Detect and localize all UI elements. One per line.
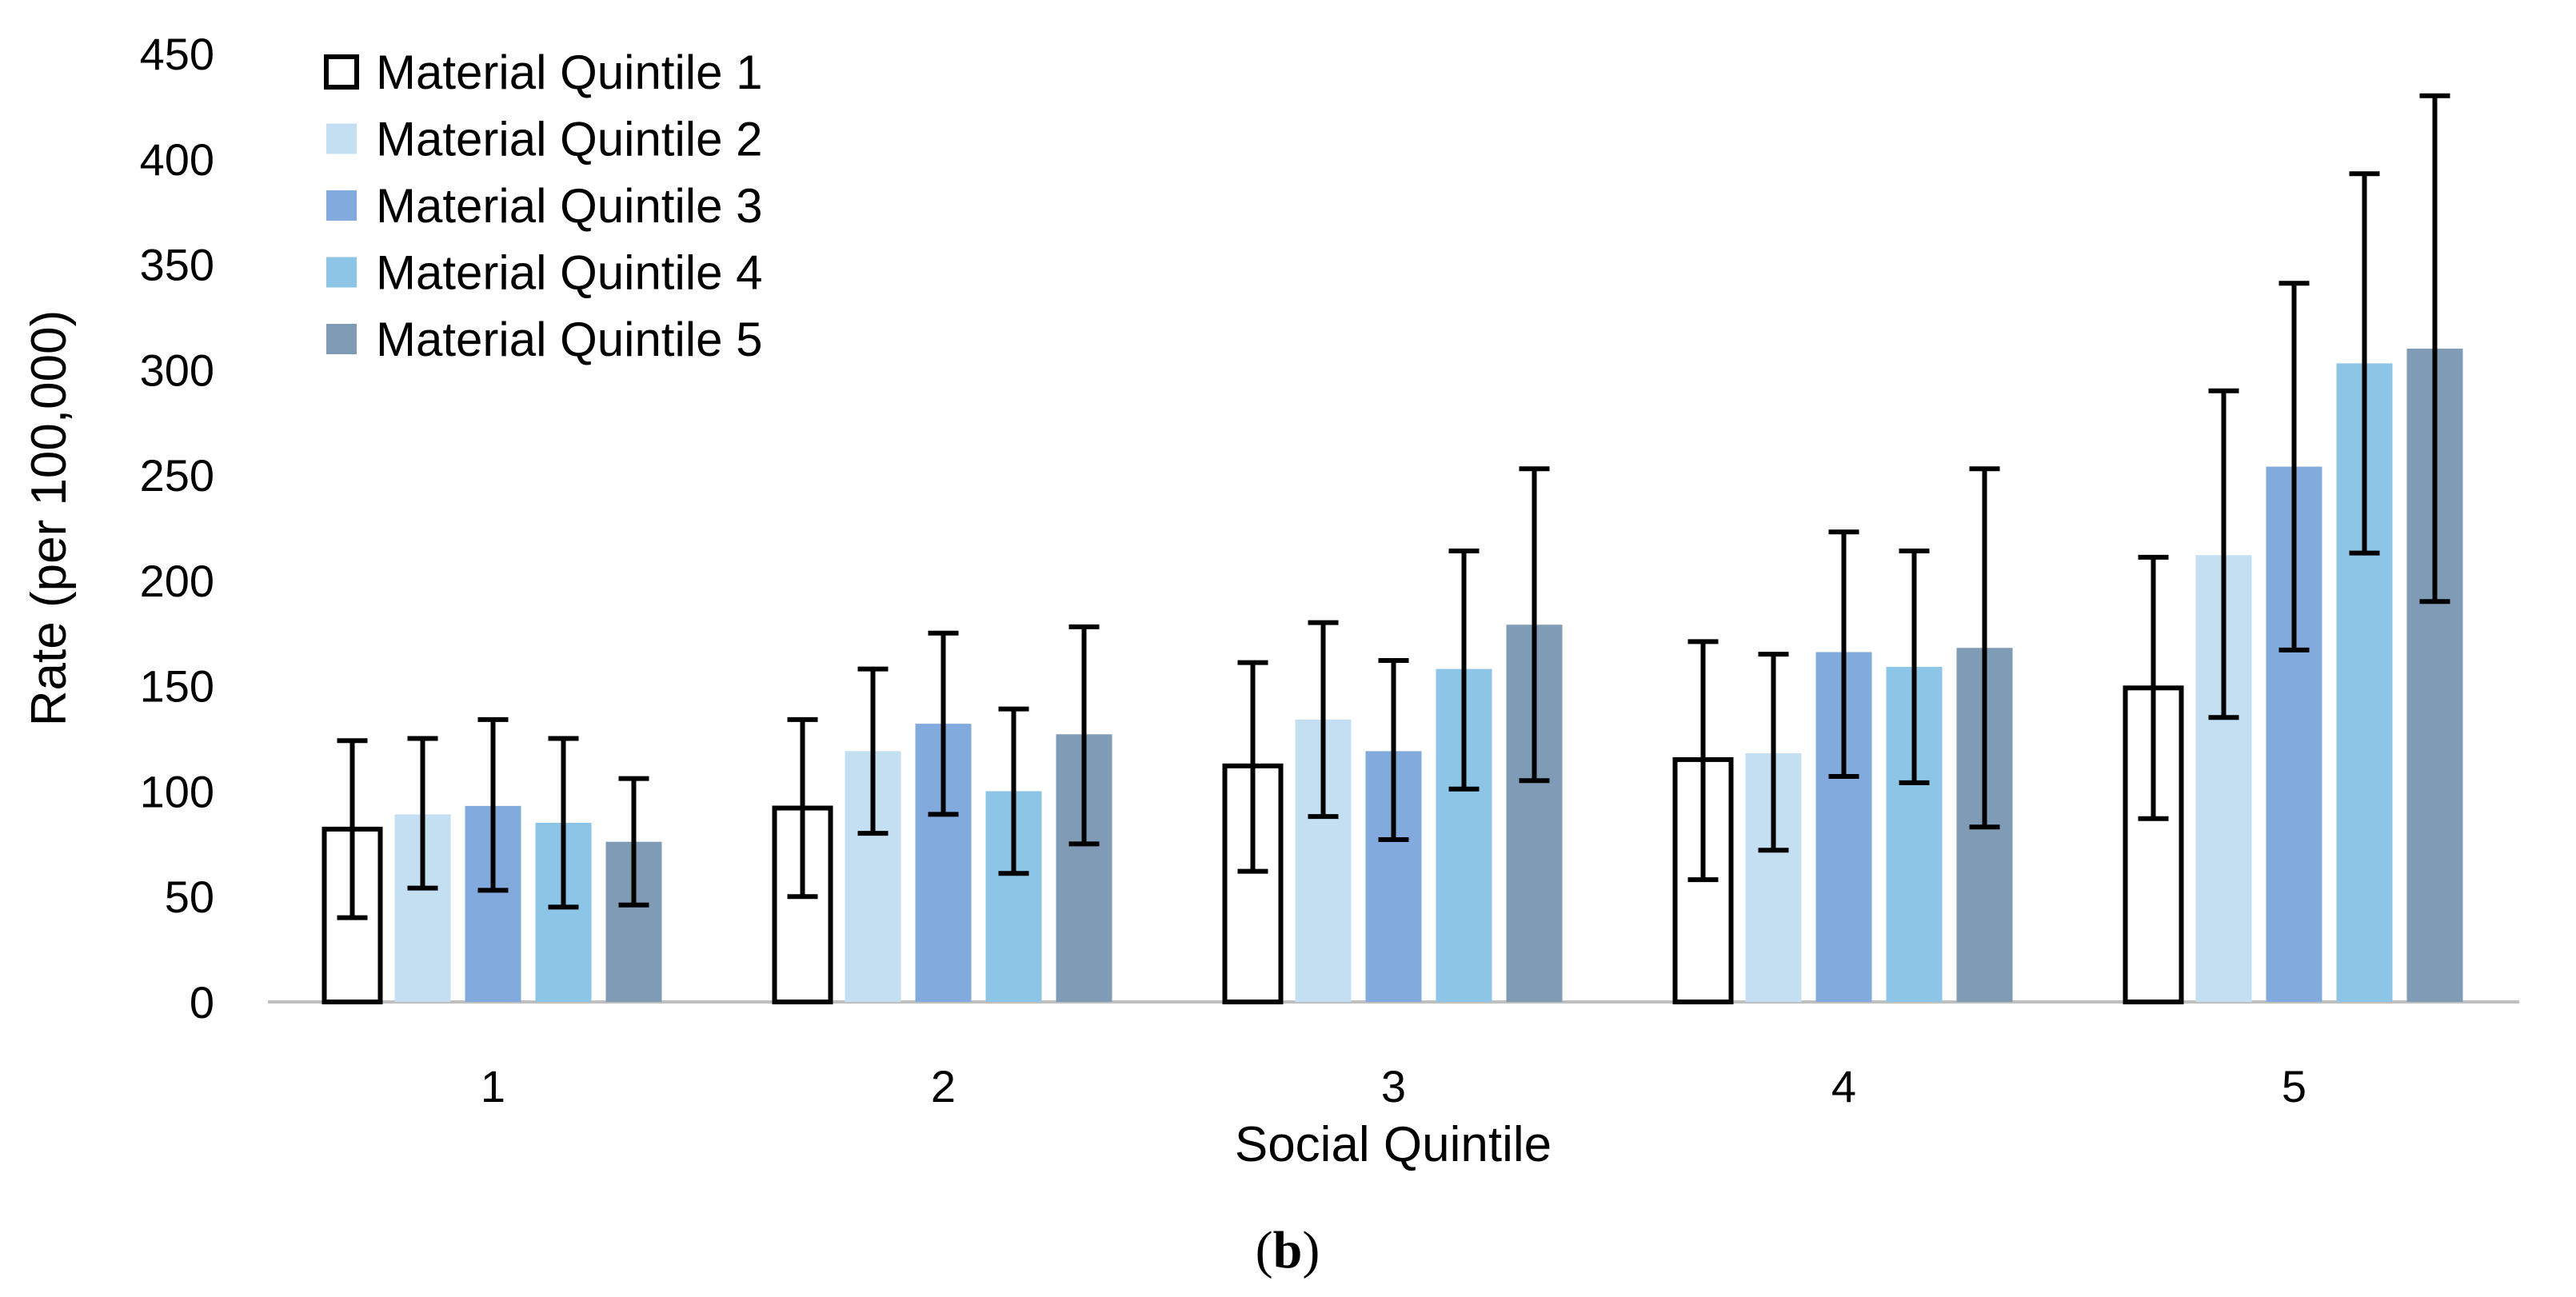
- legend-label: Material Quintile 4: [376, 246, 763, 300]
- error-bar-social-4-material-3: [1828, 529, 1859, 779]
- error-bar-social-1-material-5: [618, 776, 649, 908]
- legend-label: Material Quintile 1: [376, 46, 763, 99]
- y-tick-label: 450: [140, 29, 214, 79]
- legend-swatch: [326, 123, 357, 154]
- error-bar-social-2-material-2: [857, 666, 889, 836]
- error-bar-social-4-material-4: [1899, 548, 1930, 785]
- error-bar-social-2-material-1: [787, 716, 818, 900]
- figure-caption: (b): [1256, 1221, 1320, 1279]
- error-bars-group: [337, 93, 2450, 920]
- legend-item-material-3: Material Quintile 3: [326, 179, 763, 233]
- y-tick-label: 200: [140, 556, 214, 606]
- y-tick-labels: 0 50 100 150 200 250 300 350 400 450: [140, 29, 214, 1028]
- error-bar-social-2-material-5: [1068, 624, 1100, 847]
- x-tick-label: 2: [931, 1061, 956, 1111]
- error-bar-social-4-material-2: [1758, 652, 1789, 853]
- legend-swatch: [324, 54, 359, 90]
- error-bar-social-5-material-1: [2138, 554, 2169, 821]
- legend-item-material-2: Material Quintile 2: [326, 113, 763, 166]
- error-bar-social-3-material-1: [1237, 660, 1268, 874]
- y-tick-label: 250: [140, 450, 214, 501]
- legend: Material Quintile 1 Material Quintile 2 Ma…: [324, 46, 763, 366]
- error-bar-social-3-material-3: [1378, 658, 1409, 843]
- y-tick-label: 350: [140, 240, 214, 290]
- error-bar-social-1-material-1: [337, 738, 368, 920]
- x-tick-labels: 1 2 3 4 5: [481, 1061, 2306, 1111]
- error-bar-social-5-material-4: [2349, 171, 2380, 556]
- x-tick-label: 5: [2282, 1061, 2306, 1111]
- caption-letter: b: [1273, 1221, 1303, 1279]
- error-bar-social-5-material-5: [2419, 93, 2450, 605]
- x-tick-label: 4: [1831, 1061, 1856, 1111]
- y-tick-label: 50: [165, 872, 214, 922]
- y-tick-label: 150: [140, 661, 214, 712]
- y-tick-label: 100: [140, 766, 214, 816]
- y-tick-label: 0: [190, 977, 214, 1028]
- y-tick-label: 300: [140, 345, 214, 395]
- legend-label: Material Quintile 2: [376, 113, 763, 166]
- legend-item-material-5: Material Quintile 5: [326, 313, 763, 366]
- error-bar-social-3-material-2: [1308, 620, 1339, 820]
- x-tick-label: 1: [481, 1061, 505, 1111]
- legend-label: Material Quintile 3: [376, 179, 763, 233]
- legend-swatch: [326, 324, 357, 354]
- caption-close: ): [1302, 1221, 1320, 1279]
- error-bar-social-5-material-2: [2208, 388, 2239, 720]
- error-bar-social-4-material-5: [1969, 466, 2000, 830]
- error-bar-social-4-material-1: [1687, 639, 1719, 883]
- error-bar-social-3-material-4: [1448, 548, 1480, 792]
- error-bar-social-5-material-3: [2278, 281, 2310, 652]
- legend-label: Material Quintile 5: [376, 313, 763, 366]
- x-tick-label: 3: [1381, 1061, 1406, 1111]
- y-axis-title: Rate (per 100,000): [22, 310, 77, 726]
- error-bar-social-1-material-3: [477, 716, 509, 893]
- error-bar-social-3-material-5: [1519, 466, 1550, 784]
- error-bar-social-2-material-4: [998, 706, 1029, 876]
- error-bar-social-2-material-3: [928, 630, 959, 817]
- error-bar-social-1-material-4: [548, 736, 579, 910]
- legend-swatch: [326, 257, 357, 288]
- x-axis-title: Social Quintile: [1235, 1117, 1552, 1172]
- legend-swatch: [326, 190, 357, 221]
- legend-item-material-4: Material Quintile 4: [326, 246, 763, 300]
- caption-open: (: [1256, 1221, 1273, 1279]
- legend-item-material-1: Material Quintile 1: [324, 46, 763, 99]
- y-tick-label: 400: [140, 134, 214, 185]
- error-bar-social-1-material-2: [407, 736, 438, 891]
